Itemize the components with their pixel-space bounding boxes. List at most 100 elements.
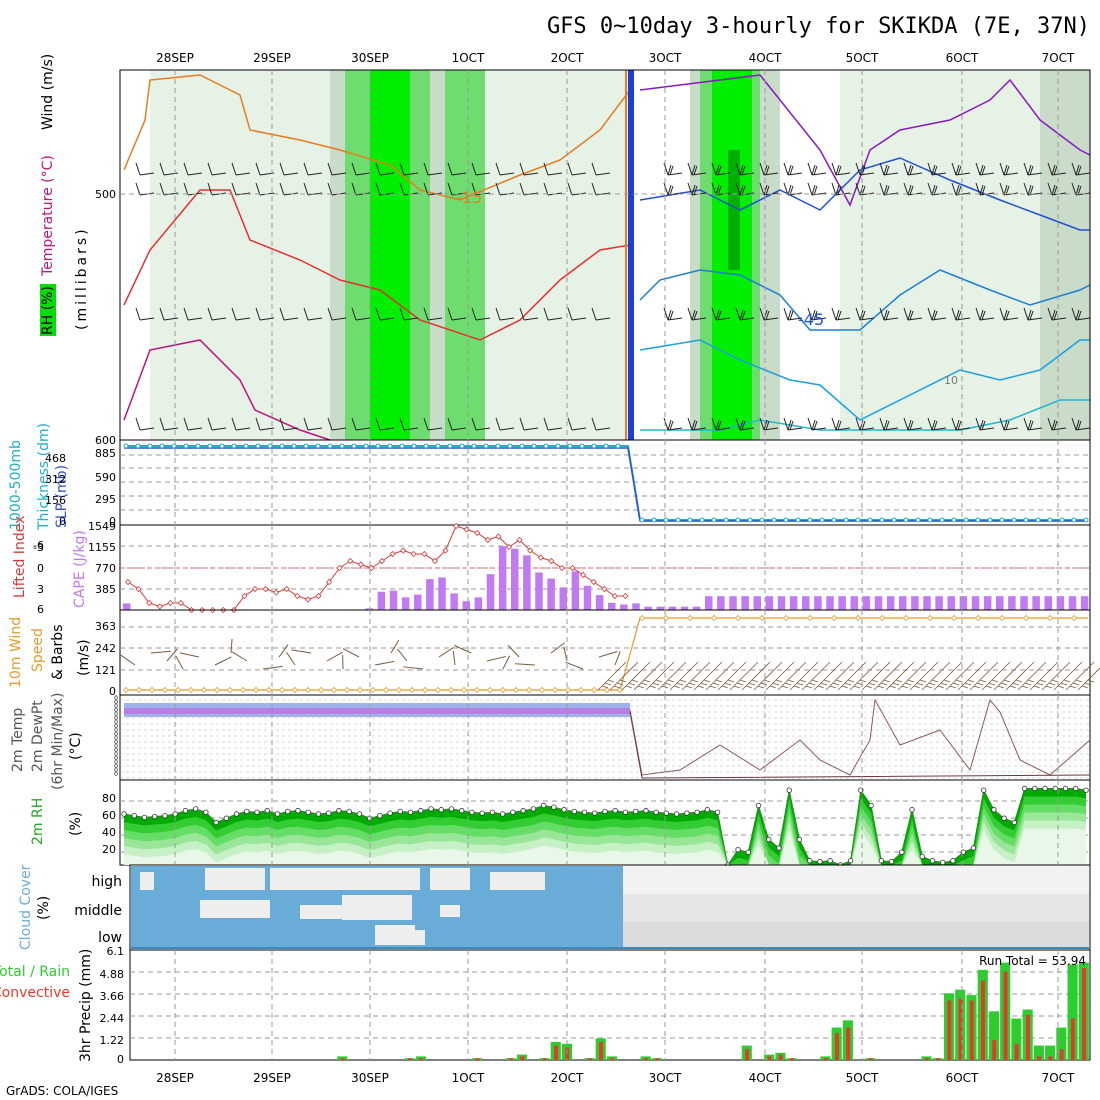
cape-bar: [1068, 596, 1077, 610]
lifted-index-point: [156, 603, 163, 610]
wind-speed-point: [710, 614, 718, 622]
cape-tick-385: 385: [95, 583, 116, 596]
wind-speed-point: [265, 686, 273, 694]
upper-barb-3: [303, 417, 323, 431]
temp-tick: 0: [114, 719, 118, 726]
thickness-point: [579, 443, 585, 449]
wind-speed-point: [603, 686, 611, 694]
upper-barb-3: [999, 417, 1019, 431]
wind-barb-strong: [729, 661, 759, 691]
wind-barb-strong: [669, 661, 699, 691]
rh-point: [643, 807, 649, 814]
thickness-point: [543, 443, 549, 449]
precip-conv-bar: [1082, 968, 1087, 1060]
rh-2m-label: 2m RH: [30, 798, 46, 845]
precip-conv-bar: [1014, 1043, 1019, 1060]
rh-label: RH (%): [40, 286, 56, 335]
upper-barb-2: [159, 307, 179, 321]
upper-barb-2: [591, 307, 611, 321]
precip-total-label: Total / Rain: [0, 964, 70, 980]
thickness-point: [363, 443, 369, 449]
wind-barb: [550, 642, 565, 654]
thickness-point: [471, 443, 477, 449]
wind-speed-point: [395, 686, 403, 694]
thickness-point: [531, 443, 537, 449]
upper-barb-3: [447, 417, 467, 431]
upper-barb-2: [735, 307, 755, 321]
upper-barb-3: [375, 417, 395, 431]
rh-point: [817, 858, 823, 865]
rh-point: [1001, 815, 1007, 821]
cloud-gap-0: [140, 872, 154, 890]
lifted-index-point: [347, 557, 354, 565]
thickness-point: [567, 443, 573, 449]
wind-tick-242: 242: [95, 642, 116, 655]
rh-point: [909, 807, 915, 813]
lifted-index-point: [590, 578, 597, 586]
wind-barb: [231, 651, 248, 662]
millibars-label: (millibars): [74, 226, 90, 330]
wind-speed-point: [239, 686, 247, 694]
wind-barb: [515, 663, 536, 666]
temp-contour-magenta: [123, 339, 331, 441]
rh-point: [223, 815, 230, 821]
rh-point: [172, 811, 178, 817]
precip-conv-bar: [509, 1058, 514, 1060]
wind-barb-strong: [681, 661, 711, 691]
upper-barb-0: [375, 162, 395, 176]
wind-speed-point: [590, 686, 598, 694]
rh-shade-dark-core: [728, 150, 740, 270]
rh-point: [499, 811, 506, 817]
thickness-label-2: Thickness (dm): [36, 423, 52, 531]
precip-conv-bar: [1037, 1056, 1042, 1060]
upper-barb-3: [759, 417, 779, 431]
upper-barb-3: [831, 417, 851, 431]
cape-bar: [1020, 596, 1028, 610]
lifted-index-point: [378, 557, 386, 565]
wind-speed-point: [564, 686, 572, 694]
lifted-index-point: [484, 536, 491, 544]
rh-point: [806, 858, 813, 864]
top-date-axis: 28SEP 29SEP 30SEP 1OCT 2OCT 3OCT 4OCT 5OCT 6OCT 7…: [156, 51, 1075, 65]
thickness-point: [303, 443, 309, 449]
wind-speed-point: [460, 686, 468, 694]
slp-tick-1549: 1549: [88, 520, 116, 533]
cape-bar: [717, 596, 725, 610]
date-label-bottom-2: 30SEP: [351, 1071, 389, 1085]
cape-label: CAPE (J/kg): [72, 530, 88, 608]
cape-bar: [838, 596, 846, 610]
cloud-level-middle: middle: [74, 903, 122, 919]
rh-point: [192, 806, 199, 812]
upper-barb-0: [783, 162, 803, 176]
precip-conv-bar: [745, 1049, 750, 1060]
rh-fill-band-5: [124, 828, 1086, 865]
wind-speed-point: [135, 686, 143, 694]
date-label-top-9: 7OCT: [1042, 51, 1075, 65]
precip-tick-2.44: 2.44: [100, 1012, 125, 1025]
upper-barb-1: [375, 182, 395, 196]
thickness-point: [291, 443, 297, 449]
cape-tick-770: 770: [95, 562, 116, 575]
thickness-point: [435, 443, 441, 449]
thickness-point: [1035, 517, 1041, 523]
precip-conv-bar: [610, 1058, 615, 1060]
thickness-point: [195, 443, 201, 449]
upper-barb-0: [399, 162, 419, 176]
thickness-point: [963, 517, 969, 523]
rh-point: [469, 809, 475, 815]
cloud-cover-label: Cloud Cover: [18, 864, 34, 950]
upper-barb-0: [495, 162, 515, 176]
wind-barb-strong: [1029, 661, 1059, 691]
upper-barb-0: [519, 162, 539, 176]
thickness-point: [999, 517, 1005, 523]
upper-barb-0: [183, 162, 203, 176]
wind-speed-point: [525, 686, 533, 694]
rh-point: [407, 809, 414, 815]
cape-bar: [886, 596, 895, 610]
wind-barb: [454, 644, 472, 654]
rh-point: [1073, 785, 1079, 792]
upper-barb-3: [903, 417, 923, 431]
upper-barb-3: [567, 417, 587, 431]
thickness-point: [879, 517, 885, 523]
rh-point: [633, 808, 639, 815]
